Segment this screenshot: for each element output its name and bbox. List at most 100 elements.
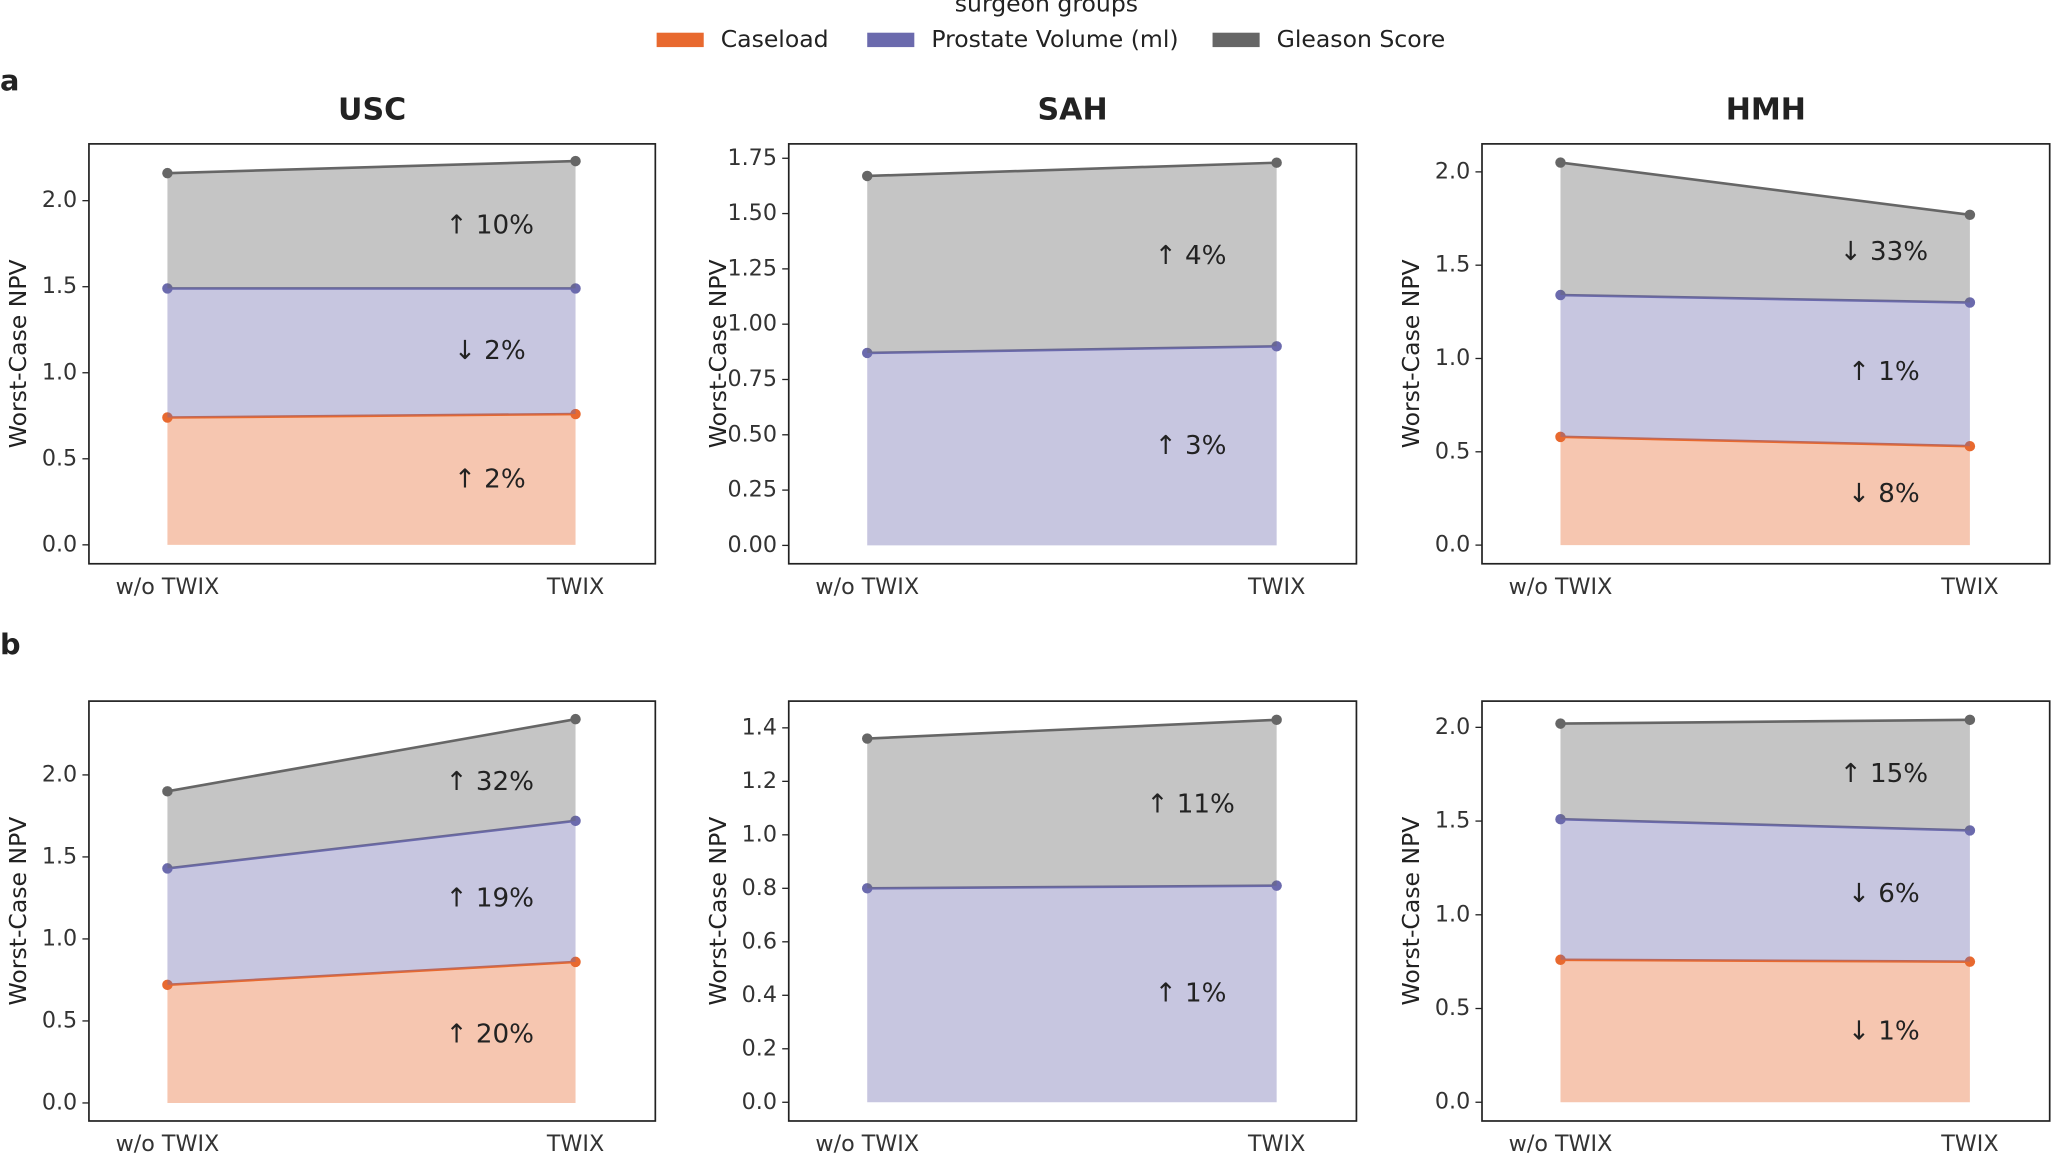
line <box>1560 817 1970 832</box>
y-tick-label: 0.0 <box>742 1089 777 1115</box>
y-tick-label: 0.00 <box>727 532 776 558</box>
y-tick-label: 0.4 <box>742 982 777 1008</box>
y-tick-label: 0.2 <box>742 1035 777 1061</box>
legend-swatch <box>656 32 704 48</box>
line <box>867 161 1277 178</box>
y-tick-label: 0.8 <box>742 875 777 901</box>
x-tick-label: w/o TWIX <box>815 1131 919 1155</box>
x-tick-label: TWIX <box>1247 574 1305 600</box>
point <box>1271 714 1282 726</box>
x-tick-label: w/o TWIX <box>1509 574 1613 600</box>
line <box>867 884 1277 890</box>
x-tick-label: w/o TWIX <box>815 574 919 600</box>
y-tick-label: 1.5 <box>42 843 77 869</box>
area <box>867 719 1277 889</box>
y-tick-label: 2.0 <box>42 761 77 787</box>
area <box>1560 295 1970 447</box>
legend-label: Prostate Volume (ml) <box>931 25 1178 53</box>
area <box>1560 436 1970 546</box>
y-tick-label: 0.75 <box>727 366 776 392</box>
line <box>1560 293 1970 304</box>
area <box>167 820 576 985</box>
point <box>570 408 581 420</box>
x-tick-label: TWIX <box>1940 1131 1998 1155</box>
y-tick-label: 1.0 <box>42 359 77 385</box>
point <box>1964 297 1976 308</box>
y-tick-label: 1.5 <box>1435 808 1470 834</box>
point <box>570 815 581 827</box>
y-tick-label: 1.25 <box>727 255 776 281</box>
y-tick-label: 2.0 <box>1435 714 1470 740</box>
y-tick-label: 1.5 <box>1435 252 1470 278</box>
point <box>570 155 581 167</box>
point <box>861 733 873 744</box>
line <box>167 819 576 870</box>
plot-frame <box>1481 700 2051 1122</box>
point <box>1964 714 1976 726</box>
y-tick-label: 0.0 <box>42 531 77 557</box>
panel-label: a <box>0 63 19 97</box>
y-tick-label: 0.0 <box>1435 532 1470 558</box>
annotation: ↑ 4% <box>1155 241 1227 271</box>
area <box>867 162 1277 353</box>
point <box>162 167 173 179</box>
line <box>167 412 576 419</box>
x-tick-label: w/o TWIX <box>116 574 220 600</box>
area <box>1560 719 1970 831</box>
chart-title: SAH <box>1038 93 1108 128</box>
annotation: ↓ 33% <box>1840 237 1928 267</box>
y-tick-label: 1.0 <box>1435 345 1470 371</box>
area <box>867 885 1277 1103</box>
point <box>1964 825 1976 836</box>
plot-frame <box>787 143 1358 565</box>
point <box>1555 157 1566 168</box>
y-axis-label: Worst-Case NPV <box>704 259 732 448</box>
legend-title: surgeon groups <box>955 0 1138 18</box>
y-tick-label: 0.50 <box>727 421 776 447</box>
point <box>162 786 173 797</box>
y-tick-label: 0.0 <box>42 1089 77 1115</box>
y-tick-label: 0.5 <box>1435 995 1470 1021</box>
annotation: ↓ 8% <box>1848 479 1920 509</box>
point <box>1964 440 1976 452</box>
line <box>867 718 1277 740</box>
area <box>1560 819 1970 962</box>
x-tick-label: w/o TWIX <box>116 1131 220 1155</box>
annotation: ↑ 20% <box>446 1019 534 1049</box>
y-axis-label: Worst-Case NPV <box>1397 259 1425 448</box>
annotation: ↑ 10% <box>446 211 534 241</box>
plot-frame <box>88 700 657 1122</box>
point <box>1271 880 1282 891</box>
x-tick-label: TWIX <box>1940 574 1998 600</box>
y-axis-label: Worst-Case NPV <box>4 817 32 1006</box>
annotation: ↑ 3% <box>1155 431 1227 461</box>
y-tick-label: 0.5 <box>1435 438 1470 464</box>
point <box>1555 813 1566 825</box>
y-axis-label: Worst-Case NPV <box>1397 817 1425 1006</box>
point <box>1964 209 1976 221</box>
y-tick-label: 1.2 <box>742 768 777 794</box>
line <box>867 344 1277 355</box>
annotation: ↑ 1% <box>1848 357 1920 387</box>
annotation: ↑ 15% <box>1840 759 1928 789</box>
y-tick-label: 1.0 <box>742 821 777 847</box>
area <box>167 161 576 289</box>
y-tick-label: 1.75 <box>727 145 776 171</box>
legend-swatch <box>1212 32 1260 48</box>
x-tick-label: TWIX <box>546 1131 604 1155</box>
point <box>1555 289 1566 301</box>
point <box>1271 157 1282 168</box>
chart-title: HMH <box>1726 93 1806 128</box>
line <box>167 717 576 793</box>
area <box>167 961 576 1103</box>
annotation: ↓ 1% <box>1848 1016 1920 1046</box>
point <box>861 347 873 359</box>
point <box>570 713 581 725</box>
plot-frame <box>1481 143 2051 565</box>
y-tick-label: 1.5 <box>42 273 77 299</box>
point <box>570 956 581 968</box>
line <box>1560 435 1970 448</box>
line <box>1560 161 1971 217</box>
point <box>1555 431 1566 443</box>
y-tick-label: 0.6 <box>742 928 777 954</box>
